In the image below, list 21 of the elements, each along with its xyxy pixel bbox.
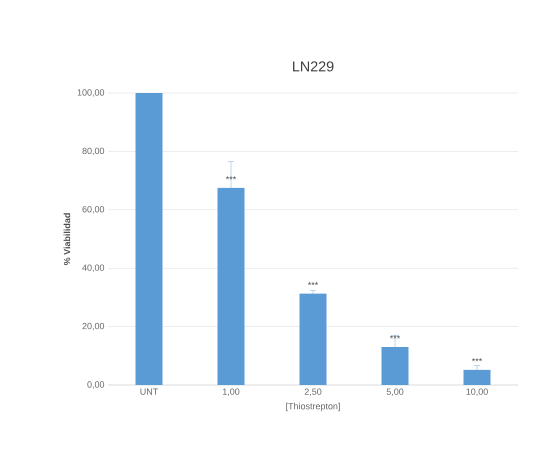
x-tick-label: UNT xyxy=(140,388,158,395)
y-axis-title: % Viabilidad xyxy=(64,213,70,266)
bar xyxy=(464,370,491,385)
x-axis-title: [Thiostrepton] xyxy=(286,402,340,412)
y-tick-label: 0,00 xyxy=(87,381,104,389)
y-tick-label: 60,00 xyxy=(82,206,104,214)
y-tick-label: 100,00 xyxy=(78,89,104,97)
annotation: *** xyxy=(472,358,482,362)
x-tick-label: 1,00 xyxy=(222,388,240,396)
annotation: *** xyxy=(390,335,400,339)
x-tick-label: 5,00 xyxy=(386,388,404,396)
bar xyxy=(300,294,327,385)
x-tick-label: 2,50 xyxy=(304,388,322,396)
bar xyxy=(136,92,162,385)
y-tick-label: 80,00 xyxy=(82,148,104,156)
annotation: *** xyxy=(308,282,318,286)
y-tick-label: 40,00 xyxy=(82,264,104,272)
annotation: *** xyxy=(226,176,236,180)
chart-title: LN229 xyxy=(293,61,334,72)
x-tick-label: 10,00 xyxy=(466,388,488,396)
y-tick-label: 20,00 xyxy=(82,322,104,330)
